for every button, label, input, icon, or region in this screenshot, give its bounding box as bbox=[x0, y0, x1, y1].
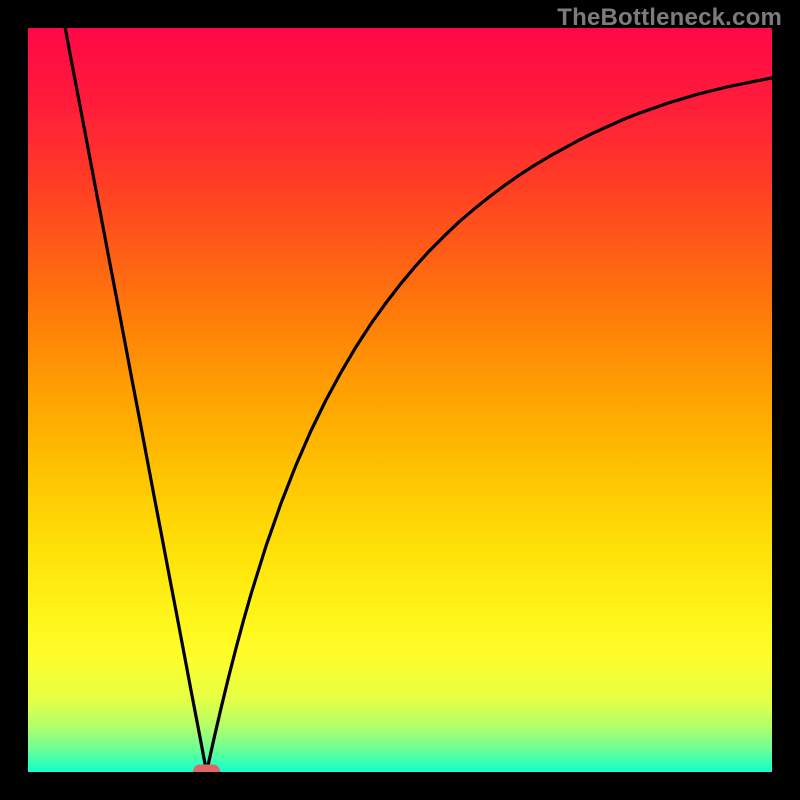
chart-frame: TheBottleneck.com bbox=[0, 0, 800, 800]
chart-background bbox=[28, 28, 772, 772]
watermark-text: TheBottleneck.com bbox=[557, 4, 782, 32]
optimal-point-marker bbox=[193, 765, 220, 773]
bottleneck-chart bbox=[28, 28, 772, 772]
